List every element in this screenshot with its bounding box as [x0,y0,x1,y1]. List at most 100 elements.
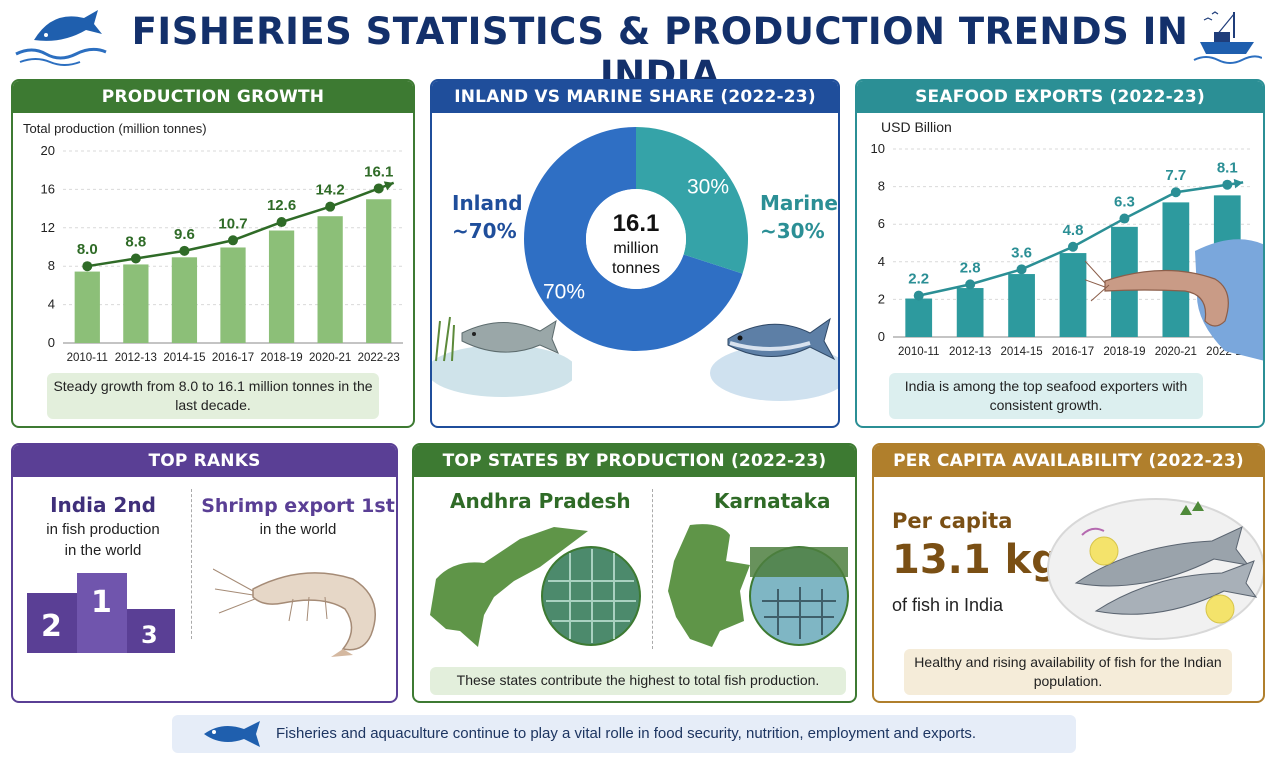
production-data-label-0: 8.0 [77,241,98,258]
inland-marine-header: INLAND VS MARINE SHARE (2022-23) [432,81,838,113]
ranks-divider [191,489,192,639]
production-data-label-4: 12.6 [267,197,296,214]
production-trend-arrowhead [383,181,394,191]
production-point-0 [82,261,93,272]
production-growth-note: Steady growth from 8.0 to 16.1 million t… [47,373,379,419]
production-point-3 [228,235,238,246]
exports-point-5 [1170,187,1181,198]
production-bar-0 [74,271,100,343]
production-ytick-0: 0 [48,335,55,350]
per-capita-panel: PER CAPITA AVAILABILITY (2022-23) Per ca… [872,443,1265,703]
production-growth-chart: 0 4 8 12 16 20 2010-11 2012-13 2014-15 2016-17 201… [41,143,403,364]
andhra-fish-farm-image [541,546,641,646]
production-growth-panel: PRODUCTION GROWTH Total production (mill… [11,79,415,428]
rank-shrimp-title: Shrimp export 1st [201,495,395,517]
exports-xtick-0: 2010-11 [898,346,939,358]
exports-data-label-4: 6.3 [1114,194,1135,211]
karnataka-map [668,524,750,647]
footer-text: Fisheries and aquaculture continue to pl… [276,725,977,742]
top-states-header: TOP STATES BY PRODUCTION (2022-23) [414,445,855,477]
production-bar-3 [220,247,246,343]
footer-banner: Fisheries and aquaculture continue to pl… [172,715,1076,753]
production-xtick-6: 2022-23 [358,352,400,364]
exports-trend-arrowhead [1233,178,1244,189]
exports-data-label-5: 7.7 [1165,167,1186,184]
production-data-label-6: 16.1 [364,163,393,180]
production-ytick-4: 16 [41,181,55,196]
exports-ytick-0: 0 [878,329,885,344]
seafood-exports-header: SEAFOOD EXPORTS (2022-23) [857,81,1263,113]
podium-second: 2 [41,609,62,644]
donut-hole [586,189,686,289]
page-title: FISHERIES STATISTICS & PRODUCTION TRENDS… [131,10,1189,96]
seafood-exports-chart: 0 2 4 6 8 10 2010-11 2012-13 2014-15 2016-17 2018-… [871,141,1253,358]
donut-slice-marine [636,127,748,274]
production-data-label-1: 8.8 [125,234,146,251]
production-ytick-2: 8 [48,258,55,273]
production-ytick-1: 4 [48,297,55,312]
donut-label-inland: 70% [543,280,585,303]
rank-shrimp-line1: in the world [259,521,337,538]
exports-data-label-2: 3.6 [1011,244,1032,261]
production-bar-6 [366,199,392,343]
top-ranks-panel: TOP RANKS India 2nd in fish production i… [11,443,398,703]
production-bar-4 [268,230,295,343]
exports-bar-3 [1059,253,1087,337]
rank-production-line1: in fish production [46,521,160,538]
exports-xtick-5: 2020-21 [1155,346,1197,358]
production-point-1 [130,253,141,264]
fishing-boat-icon [1193,11,1262,64]
production-point-5 [325,201,336,212]
production-y-axis-label: Total production (million tonnes) [23,121,207,136]
exports-point-6 [1222,179,1233,190]
marine-label: Marine [760,191,838,215]
fish-icon [204,721,260,747]
shrimp-in-hand-image [1085,239,1263,361]
production-point-2 [179,245,190,256]
production-point-6 [373,183,384,194]
marine-percent: ~30% [760,219,825,243]
exports-bar-5 [1162,202,1190,337]
jumping-fish-icon [15,10,107,66]
inland-label: Inland [452,191,523,215]
seafood-exports-panel: SEAFOOD EXPORTS (2022-23) USD Billion 0 2… [855,79,1265,428]
exports-point-3 [1068,241,1078,252]
tuna-scene [710,317,838,401]
per-capita-note: Healthy and rising availability of fish … [904,649,1232,695]
seafood-exports-note: India is among the top seafood exporters… [889,373,1203,419]
rank-production-title: India 2nd [50,493,156,517]
exports-data-label-0: 2.2 [908,271,929,288]
exports-xtick-4: 2018-19 [1103,346,1145,358]
exports-ytick-1: 2 [878,291,885,306]
lake-scene [432,316,572,397]
donut-center-unit-1: million [613,240,658,257]
inland-marine-panel: INLAND VS MARINE SHARE (2022-23) Inland … [430,79,840,428]
production-ytick-3: 12 [41,220,55,235]
podium-third: 3 [141,621,158,649]
exports-bar-0 [905,298,933,337]
exports-ytick-5: 10 [871,141,885,156]
exports-xtick-2: 2014-15 [1000,346,1042,358]
podium-first: 1 [91,585,112,620]
production-xtick-3: 2016-17 [212,352,254,364]
exports-data-label-3: 4.8 [1063,222,1084,239]
production-growth-header: PRODUCTION GROWTH [13,81,413,113]
donut-center-unit-2: tonnes [612,260,660,277]
state-andhra-label: Andhra Pradesh [450,489,631,513]
production-ytick-5: 20 [41,143,55,158]
production-point-4 [276,217,287,228]
andhra-pradesh-map [430,527,588,647]
production-xtick-2: 2014-15 [163,352,205,364]
per-capita-line2: of fish in India [892,595,1004,615]
exports-xtick-3: 2016-17 [1052,346,1094,358]
exports-point-4 [1119,213,1130,224]
title-bar: FISHERIES STATISTICS & PRODUCTION TRENDS… [0,0,1280,96]
karnataka-fish-farm-image [749,546,849,646]
state-karnataka-label: Karnataka [714,489,831,513]
top-ranks-header: TOP RANKS [13,445,396,477]
production-data-label-5: 14.2 [316,182,345,199]
inland-marine-donut: 70% 30% 16.1 million tonnes [524,127,748,351]
podium-image [27,573,175,653]
exports-ytick-4: 8 [878,179,885,194]
per-capita-value: 13.1 kg [892,537,1060,583]
